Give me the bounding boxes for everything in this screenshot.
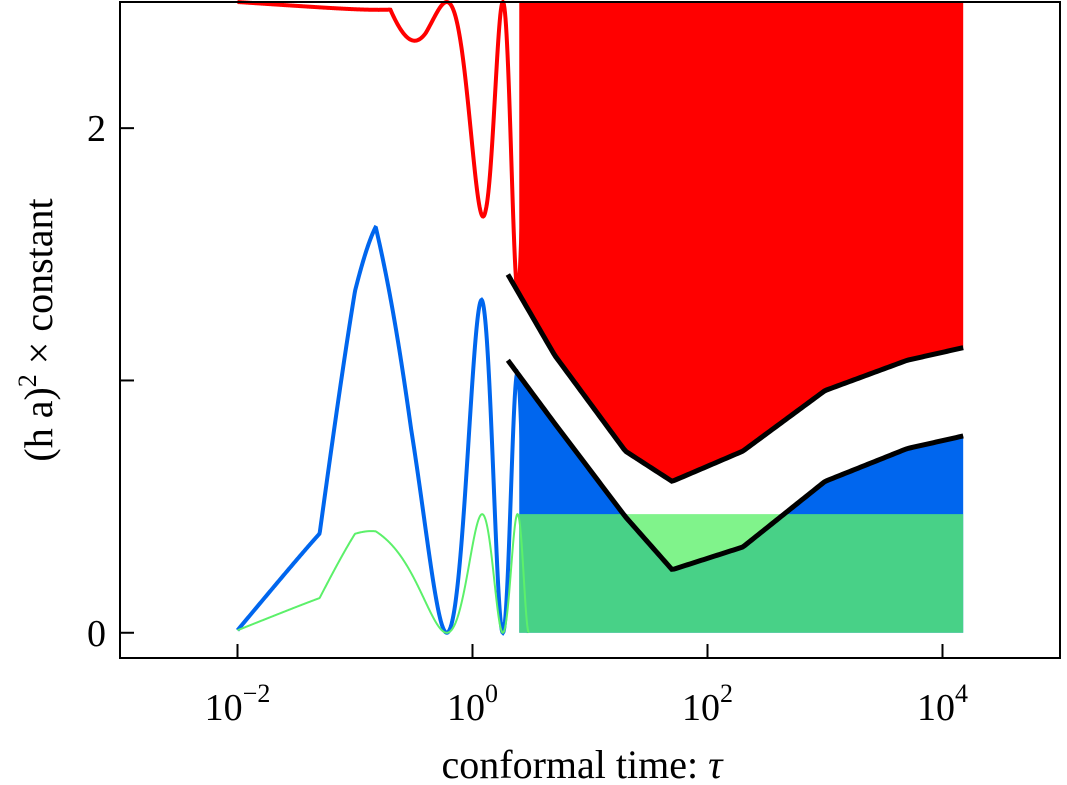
series-band-0	[519, 2, 964, 482]
series-line-2	[237, 512, 530, 634]
series-band-2	[519, 514, 964, 633]
y-tick-label: 0	[87, 613, 106, 655]
envelope-curve-3	[505, 273, 964, 484]
x-tick-label: 100	[447, 679, 498, 729]
y-tick-label: 2	[87, 108, 106, 150]
envelope-curve-4	[505, 358, 964, 572]
series-line-0	[237, 0, 531, 295]
x-axis-label: conformal time: τ	[442, 742, 725, 785]
x-ticks: 10−2 100 102 104	[205, 644, 968, 729]
x-tick-label: 104	[917, 679, 968, 729]
x-tick-label: 102	[682, 679, 733, 729]
y-ticks: 02	[87, 108, 134, 655]
series-line-1	[235, 224, 531, 636]
x-tick-label: 10−2	[205, 679, 271, 729]
plot-series	[235, 0, 964, 636]
plot-frame	[119, 1, 1061, 659]
y-axis-label: (h a)2 × constant	[13, 198, 61, 461]
